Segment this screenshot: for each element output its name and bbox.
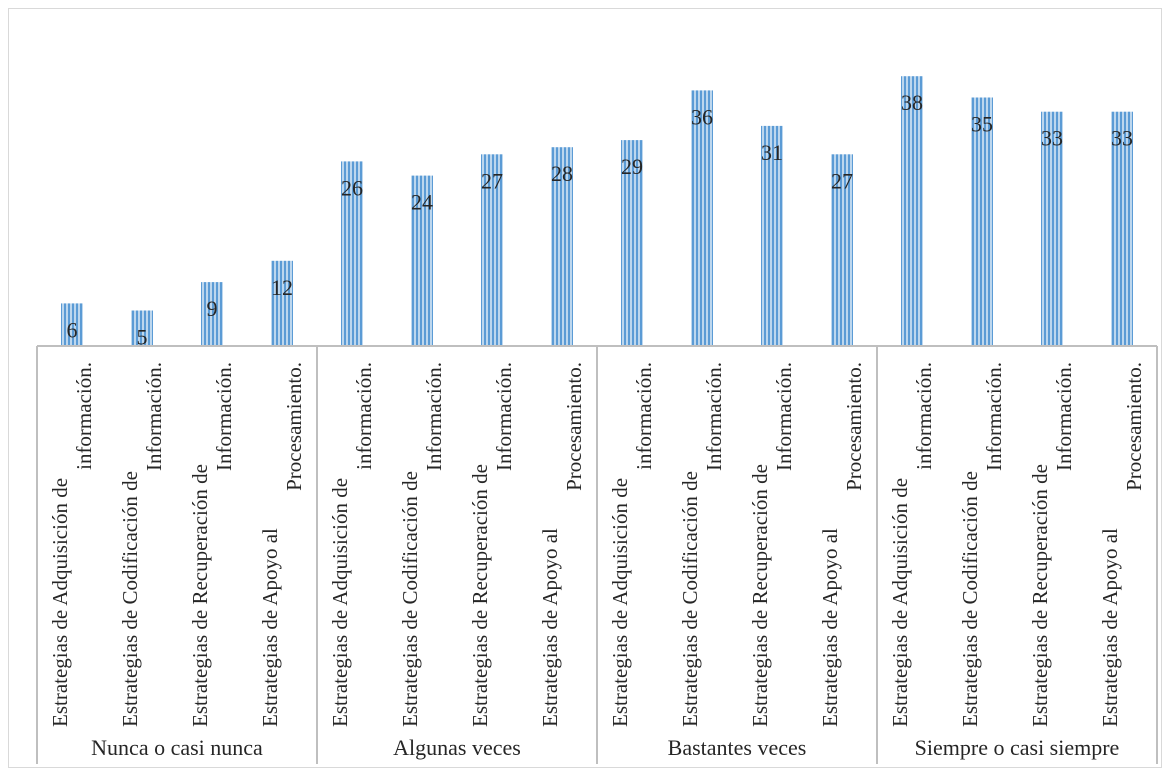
data-label: 36 — [691, 104, 713, 129]
data-label: 27 — [831, 168, 853, 193]
category-axis: Estrategias de Adquisición deinformación… — [36, 345, 1158, 764]
bars-layer — [61, 76, 1133, 347]
category-label: Estrategias de Codificación deInformació… — [958, 362, 1006, 727]
bar — [481, 154, 503, 346]
bar — [761, 125, 783, 347]
data-label: 29 — [621, 154, 643, 179]
bar — [131, 310, 153, 346]
data-label: 12 — [271, 275, 293, 300]
category-label: Estrategias de Codificación deInformació… — [678, 362, 726, 727]
data-labels-layer: 6 5 9 12 26 24 27 28 29 36 31 27 38 35 33 33 — [67, 90, 1134, 349]
bar — [61, 303, 83, 346]
category-label: Estrategias de Recuperación deInformació… — [188, 362, 236, 727]
category-label: Estrategias de Adquisición deinformación… — [328, 362, 376, 727]
bar — [271, 260, 293, 346]
category-label: Estrategias de Apoyo alProcesamiento. — [258, 362, 306, 727]
bar — [971, 97, 993, 346]
data-label: 5 — [137, 325, 148, 350]
group-label: Siempre o casi siempre — [915, 735, 1120, 760]
data-label: 27 — [481, 168, 503, 193]
category-label: Estrategias de Recuperación deInformació… — [748, 362, 796, 727]
group-label: Algunas veces — [393, 735, 521, 760]
data-label: 9 — [207, 296, 218, 321]
bar — [901, 76, 923, 346]
data-label: 28 — [551, 161, 573, 186]
category-label: Estrategias de Recuperación deInformació… — [1028, 362, 1076, 727]
bar — [551, 147, 573, 346]
group-label: Bastantes veces — [668, 735, 807, 760]
data-label: 24 — [411, 190, 433, 215]
bar — [831, 154, 853, 346]
category-label: Estrategias de Codificación deInformació… — [398, 362, 446, 727]
bar — [621, 140, 643, 346]
category-label: Estrategias de Apoyo alProcesamiento. — [818, 362, 866, 727]
category-label: Estrategias de Apoyo alProcesamiento. — [538, 362, 586, 727]
category-label: Estrategias de Codificación deInformació… — [118, 362, 166, 727]
bar — [1041, 111, 1063, 346]
category-label: Estrategias de Adquisición deinformación… — [888, 362, 936, 727]
bar — [691, 90, 713, 347]
data-label: 35 — [971, 112, 993, 137]
bar — [1111, 111, 1133, 346]
category-label: Estrategias de Recuperación deInformació… — [468, 362, 516, 727]
data-label: 38 — [901, 90, 923, 115]
data-label: 26 — [341, 175, 363, 200]
group-label: Nunca o casi nunca — [91, 735, 263, 760]
bar — [411, 175, 433, 346]
chart-frame — [8, 8, 1162, 768]
bar — [201, 282, 223, 346]
category-label: Estrategias de Adquisición deinformación… — [608, 362, 656, 727]
data-label: 6 — [67, 317, 78, 342]
bar — [341, 161, 363, 346]
data-label: 31 — [761, 140, 783, 165]
category-label: Estrategias de Adquisición deinformación… — [48, 362, 96, 727]
category-label: Estrategias de Apoyo alProcesamiento. — [1098, 362, 1146, 727]
data-label: 33 — [1111, 126, 1133, 151]
data-label: 33 — [1041, 126, 1063, 151]
